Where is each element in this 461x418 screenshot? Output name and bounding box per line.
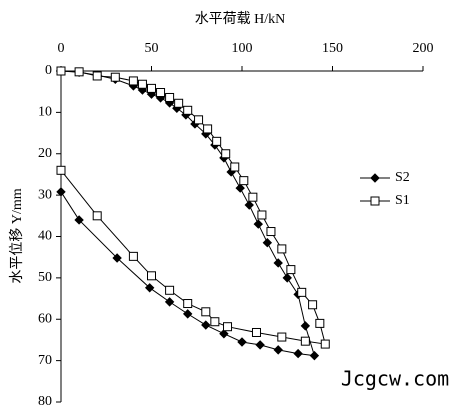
square-marker [300,336,310,346]
y-axis-label: 水平位移 Y/mm [9,188,25,283]
square-marker [201,307,211,317]
diamond-marker [219,329,229,339]
diamond-marker [164,297,175,307]
diamond-marker [244,200,254,210]
square-marker [165,285,175,295]
square-marker [110,72,120,82]
square-marker [56,165,66,175]
diamond-marker [253,219,263,229]
y-tick-label: 10 [38,105,52,120]
square-marker [210,317,220,327]
square-marker [174,98,184,108]
legend-label: S1 [395,193,410,208]
diamond-marker [282,273,292,283]
y-tick-label: 60 [38,311,52,326]
square-marker [239,176,249,186]
diamond-marker [112,253,122,263]
x-tick-label: 100 [232,41,253,56]
square-marker [315,318,325,328]
diamond-marker [237,337,247,347]
diamond-marker [273,258,283,268]
y-tick-label: 30 [38,187,52,202]
square-marker [308,300,318,310]
square-marker [248,192,258,202]
series-line [60,70,326,345]
x-axis-label: 水平荷载 H/kN [195,11,286,27]
diamond-marker [56,187,66,197]
diamond-marker [262,237,273,248]
square-marker [56,66,66,76]
diamond-marker [309,350,320,361]
diamond-marker [201,320,211,330]
diamond-marker [293,348,303,359]
diamond-marker [300,321,311,331]
square-marker [156,88,166,98]
square-marker [212,136,222,146]
square-marker [194,115,204,125]
square-marker [92,211,102,221]
square-marker [165,92,175,102]
x-tick-label: 200 [413,41,434,56]
square-marker [257,210,267,220]
x-tick-label: 150 [322,41,343,56]
square-marker [128,76,138,86]
legend-label: S2 [395,170,410,185]
square-marker [266,227,276,237]
diamond-marker [235,183,245,193]
y-tick-label: 70 [38,353,52,368]
square-marker [92,71,102,81]
square-marker [223,322,233,332]
diamond-marker [144,283,155,293]
y-tick-label: 0 [45,63,52,78]
diamond-marker [370,173,380,183]
watermark: Jcgcw.com [341,367,449,391]
y-tick-label: 80 [38,394,52,409]
square-marker [183,105,193,115]
square-marker [183,299,193,309]
diamond-marker [182,309,193,319]
y-tick-label: 40 [38,229,52,244]
y-tick-label: 20 [38,146,52,161]
square-marker [147,271,156,281]
y-tick-label: 50 [38,270,52,285]
square-marker [277,244,287,254]
square-marker [203,124,213,134]
square-marker [221,149,231,159]
square-marker [74,67,84,77]
square-marker [230,162,240,172]
square-marker [128,251,138,261]
square-marker [297,287,307,297]
square-marker [370,196,380,206]
diamond-marker [74,215,84,225]
square-marker [251,327,261,337]
square-marker [277,332,287,342]
square-marker [137,79,147,89]
diamond-marker [273,345,283,355]
square-marker [147,83,156,93]
square-marker [320,339,330,349]
square-marker [286,265,296,275]
x-tick-label: 0 [58,41,65,56]
diamond-marker [255,340,265,350]
x-tick-label: 50 [145,41,159,56]
